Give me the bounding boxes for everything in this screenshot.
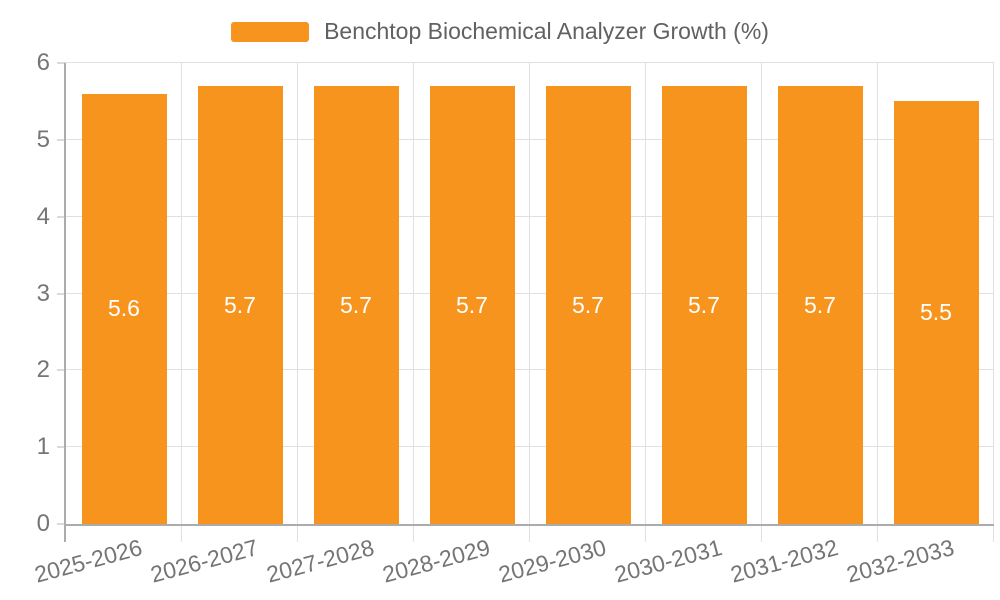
bar-value-label: 5.7: [340, 291, 372, 318]
y-tick-label: 1: [36, 433, 50, 461]
h-gridline: [66, 62, 994, 63]
y-tick-label: 0: [36, 510, 50, 537]
bar-value-label: 5.7: [224, 291, 256, 318]
bar[interactable]: 5.6: [81, 93, 167, 524]
y-axis-tick: [57, 446, 66, 449]
y-axis-line: [64, 63, 66, 542]
bar[interactable]: 5.7: [545, 86, 631, 524]
h-gridline: [66, 369, 994, 371]
bar-value-label: 5.5: [920, 299, 952, 326]
bar[interactable]: 5.7: [429, 86, 515, 524]
y-tick-label: 6: [36, 49, 50, 76]
v-gridline: [761, 63, 762, 542]
bar-value-label: 5.7: [456, 291, 488, 318]
h-gridline: [66, 446, 994, 448]
h-gridline: [66, 215, 994, 217]
v-gridline: [529, 63, 530, 542]
bar-value-label: 5.6: [108, 295, 140, 322]
h-gridline: [66, 138, 994, 140]
legend-label: Benchtop Biochemical Analyzer Growth (%): [324, 18, 769, 44]
legend-item[interactable]: Benchtop Biochemical Analyzer Growth (%): [0, 18, 1000, 45]
v-gridline: [181, 63, 182, 542]
bar[interactable]: 5.7: [661, 86, 747, 524]
y-axis-tick: [57, 62, 66, 64]
bar[interactable]: 5.7: [313, 86, 399, 524]
y-axis-tick: [57, 369, 66, 372]
y-axis-tick: [57, 523, 66, 525]
bar-value-label: 5.7: [804, 291, 836, 318]
v-gridline: [297, 63, 298, 542]
bar[interactable]: 5.7: [197, 86, 283, 524]
bar[interactable]: 5.5: [893, 101, 979, 524]
v-gridline: [877, 63, 878, 542]
y-tick-label: 2: [36, 356, 50, 384]
v-gridline: [993, 63, 994, 542]
y-axis-tick: [57, 215, 66, 218]
v-gridline: [645, 63, 646, 542]
y-tick-label: 5: [36, 125, 50, 153]
bar-value-label: 5.7: [688, 291, 720, 318]
legend-swatch-icon: [231, 21, 310, 42]
bar[interactable]: 5.7: [777, 86, 863, 524]
h-gridline: [66, 292, 994, 294]
y-tick-label: 3: [36, 279, 50, 307]
y-axis-tick: [57, 292, 66, 295]
y-tick-label: 4: [36, 202, 50, 230]
bar-value-label: 5.7: [572, 291, 604, 318]
y-axis-tick: [57, 138, 66, 141]
x-axis-line: [66, 524, 994, 526]
v-gridline: [413, 63, 414, 542]
